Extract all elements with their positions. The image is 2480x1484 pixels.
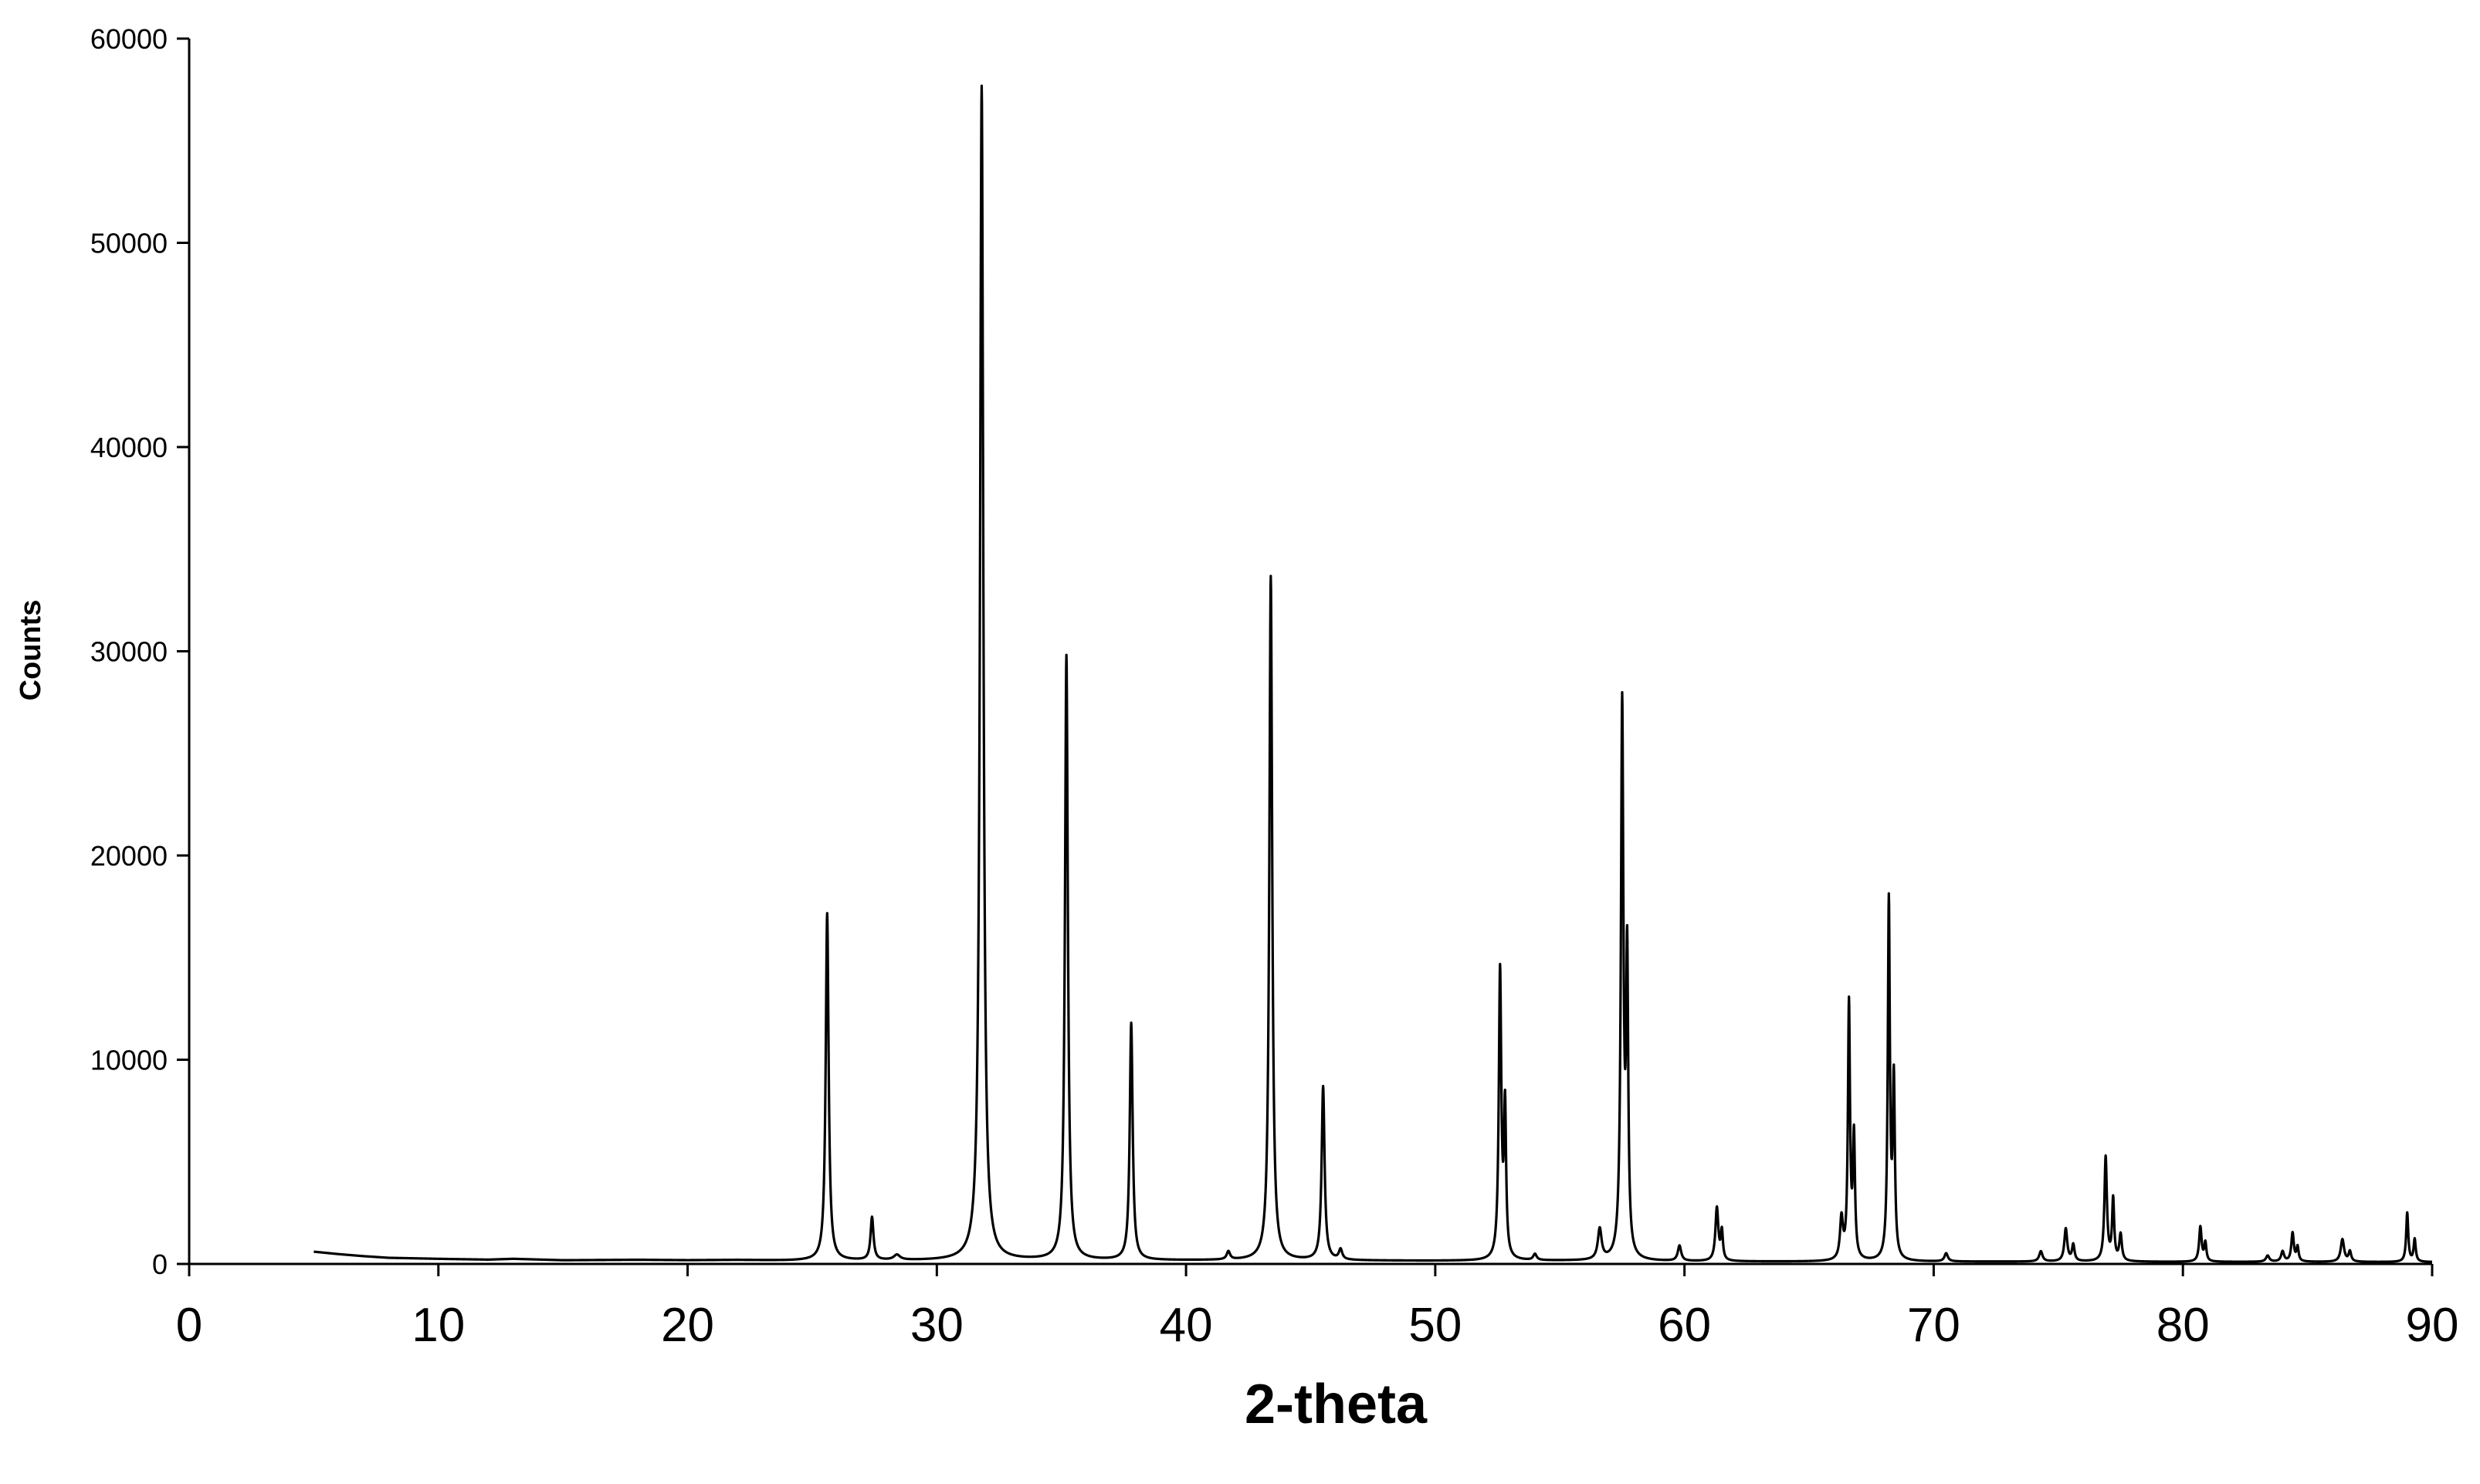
y-tick-label: 40000 [90, 432, 168, 463]
y-tick-label: 20000 [90, 840, 168, 872]
x-tick-label: 80 [2156, 1299, 2210, 1352]
y-tick-label: 0 [152, 1249, 168, 1280]
x-tick-label: 40 [1160, 1299, 1213, 1352]
y-tick-label: 60000 [90, 23, 168, 55]
x-tick-label: 60 [1658, 1299, 1711, 1352]
x-tick-label: 30 [910, 1299, 964, 1352]
y-axis-title: Counts [15, 600, 47, 701]
x-axis-title: 2-theta [1245, 1374, 1428, 1435]
ticks: 0 10000 20000 30000 40000 50000 60000 0 10 20 30 40… [90, 23, 2459, 1352]
x-tick-label: 70 [1907, 1299, 1960, 1352]
plot-area [313, 84, 2434, 1263]
axes [188, 39, 2432, 1265]
y-tick-label: 10000 [90, 1045, 168, 1076]
x-tick-label: 90 [2406, 1299, 2459, 1352]
x-tick-label: 0 [176, 1299, 202, 1352]
x-tick-label: 10 [412, 1299, 465, 1352]
y-tick-label: 50000 [90, 228, 168, 259]
x-tick-label: 20 [661, 1299, 714, 1352]
diffraction-line [313, 84, 2434, 1263]
x-tick-label: 50 [1408, 1299, 1462, 1352]
y-tick-label: 30000 [90, 636, 168, 668]
